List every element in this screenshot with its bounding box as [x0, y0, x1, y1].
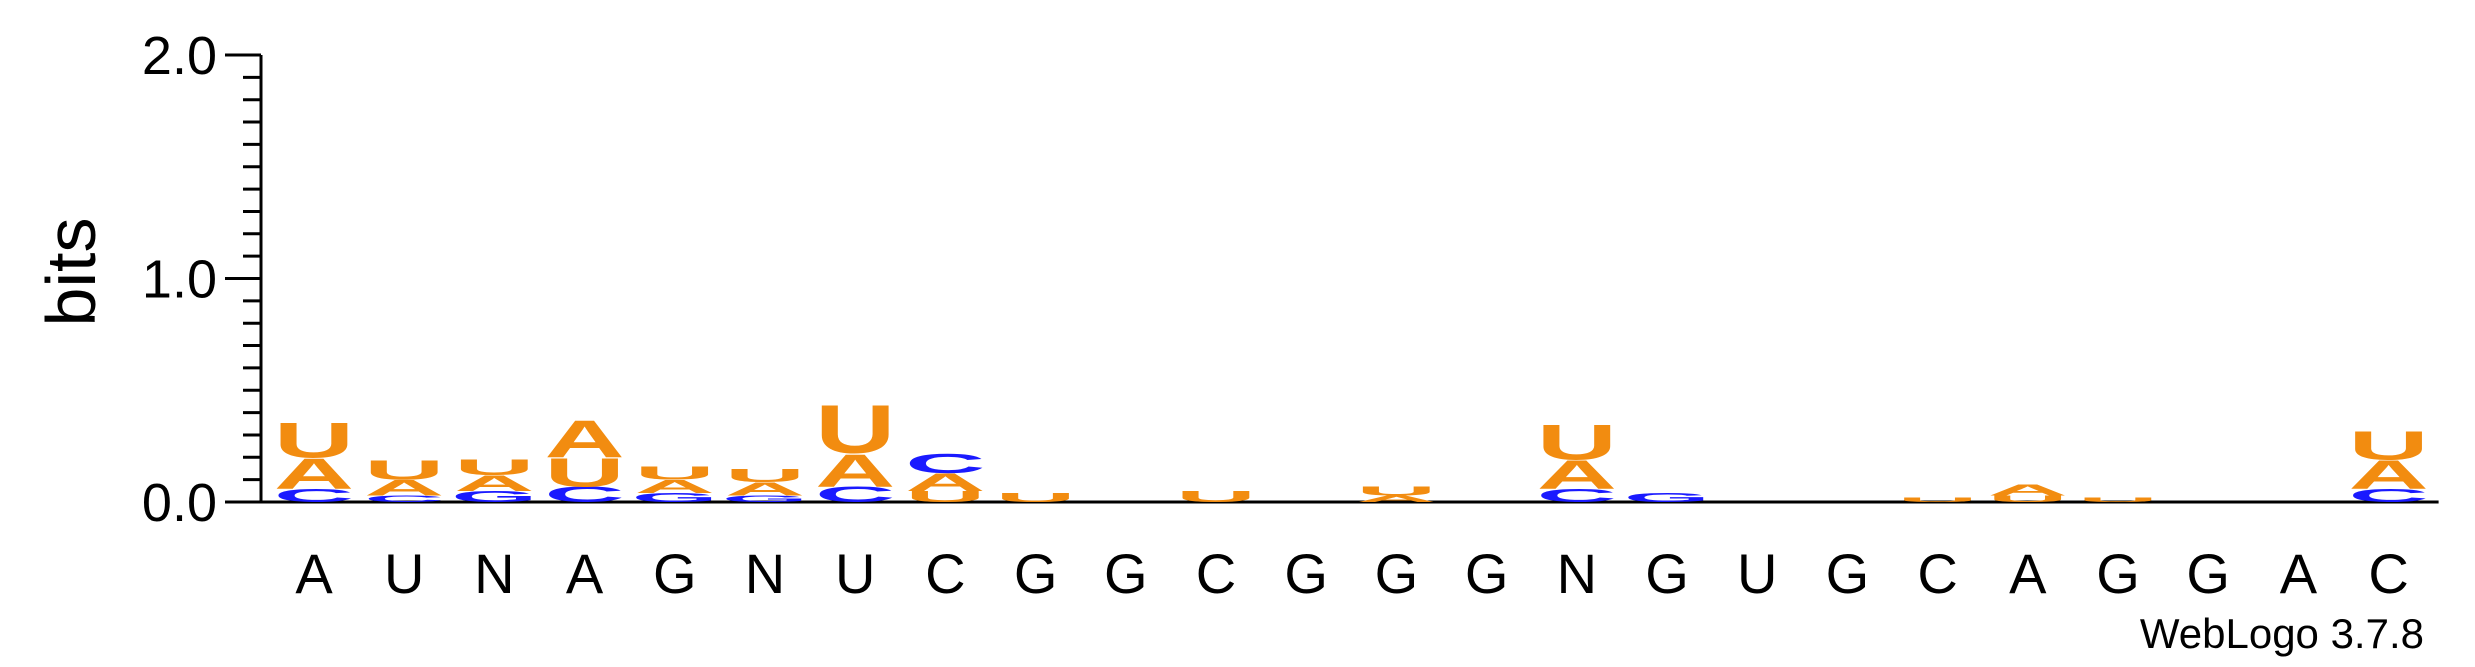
logo-letter-c: C	[544, 482, 624, 506]
position-label: G	[2186, 542, 2230, 605]
logo-letter-u: U	[815, 391, 895, 467]
position-label: C	[1196, 542, 1236, 605]
logo-letter-c: C	[364, 494, 444, 504]
logo-letter-u: U	[1897, 496, 1977, 503]
position-label: G	[1014, 542, 1058, 605]
logo-letter-c: C	[1537, 485, 1617, 506]
logo-letter-a: A	[544, 410, 624, 469]
logo-letter-a: A	[635, 476, 715, 497]
logo-letter-g: G	[1624, 491, 1710, 505]
weblogo-credit: WebLogo 3.7.8	[2140, 610, 2424, 657]
logo-letter-c: C	[815, 482, 895, 506]
logo-letter-u: U	[1988, 494, 2068, 504]
y-axis: 0.0 1.0 2.0	[142, 26, 2439, 533]
position-label: N	[474, 542, 514, 605]
position-label: G	[1465, 542, 1509, 605]
position-label: C	[925, 542, 965, 605]
position-label: A	[566, 542, 604, 605]
logo-letter-u: U	[995, 491, 1075, 505]
logo-letter-a: A	[454, 471, 534, 495]
logo-letter-a: A	[274, 449, 354, 497]
logo-letter-u: U	[905, 488, 985, 505]
position-label: N	[1557, 542, 1597, 605]
position-label: N	[745, 542, 785, 605]
logo-letter-c: C	[2348, 485, 2428, 506]
logo-letter-a: A	[364, 476, 444, 500]
position-label: U	[384, 542, 424, 605]
position-label: C	[1917, 542, 1957, 605]
position-label: A	[295, 542, 333, 605]
logo-letter-u: U	[635, 463, 715, 484]
logo-letter-u: U	[725, 465, 805, 486]
y-tick-label: 1.0	[142, 250, 217, 310]
logo-letter-g: G	[632, 491, 718, 505]
logo-letter-g: G	[722, 494, 808, 504]
position-label: U	[835, 542, 875, 605]
logo-letter-a: A	[725, 478, 805, 499]
logo-letter-a: A	[2348, 452, 2428, 497]
position-label: G	[1645, 542, 1689, 605]
logo-letter-a: A	[905, 469, 985, 497]
logo-letter-u: U	[1176, 488, 1256, 505]
logo-letter-c: C	[274, 485, 354, 506]
y-axis-title: bits	[32, 218, 110, 327]
logo-letter-u: U	[454, 456, 534, 480]
position-label: G	[1375, 542, 1419, 605]
position-label: A	[2009, 542, 2047, 605]
logo-letter-g: G	[451, 488, 537, 505]
logo-letter-a: A	[1537, 452, 1617, 497]
position-label: U	[1737, 542, 1777, 605]
logo-letter-a: A	[1356, 494, 1436, 504]
logo-letter-u: U	[364, 455, 444, 486]
y-tick-label: 0.0	[142, 473, 217, 533]
logo-letter-a: A	[815, 445, 895, 497]
position-label: G	[653, 542, 697, 605]
logo-letter-a: A	[1988, 481, 2068, 498]
position-label: G	[1826, 542, 1870, 605]
position-label: C	[2368, 542, 2408, 605]
logo-letter-u: U	[1537, 415, 1617, 470]
position-label: G	[1284, 542, 1328, 605]
logo-letter-u: U	[1356, 484, 1436, 498]
logo-letter-u: U	[544, 450, 624, 495]
logo-letter-u: U	[2348, 423, 2428, 468]
position-label: G	[1104, 542, 1148, 605]
position-label: G	[2096, 542, 2140, 605]
y-tick-label: 2.0	[142, 26, 217, 86]
logo-letter-u: U	[274, 413, 354, 468]
logo-letter-u: U	[2078, 496, 2158, 503]
logo-letter-c: C	[905, 448, 985, 479]
position-label: A	[2280, 542, 2318, 605]
